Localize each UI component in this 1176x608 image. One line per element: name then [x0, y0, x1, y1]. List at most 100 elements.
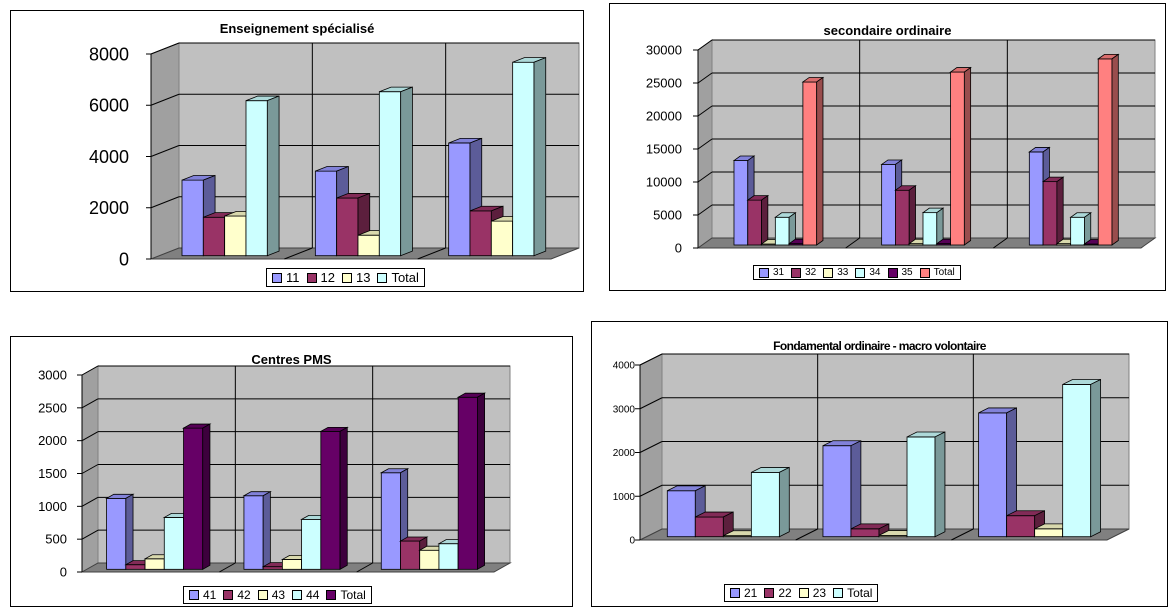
y-tick-label: 2000: [38, 433, 67, 448]
chart-title: Enseignement spécialisé: [219, 21, 375, 36]
legend-label: 33: [837, 267, 849, 278]
legend-item: 35: [887, 267, 913, 278]
legend-label: 34: [869, 267, 881, 278]
y-tick-label: 3000: [613, 404, 636, 415]
chart-legend: 11 12 13 Total: [266, 268, 425, 287]
legend-swatch: [341, 272, 352, 283]
bar: [378, 86, 413, 257]
legend-swatch: [919, 267, 930, 278]
legend-item: 12: [306, 270, 335, 285]
legend-label: 43: [271, 588, 286, 602]
legend-label: 21: [744, 586, 758, 600]
bar: [1062, 378, 1102, 538]
legend-swatch: [189, 590, 199, 600]
y-tick-label: 500: [45, 532, 67, 547]
bar: [774, 212, 797, 246]
bar: [319, 426, 349, 570]
y-tick-label: 5000: [653, 208, 682, 223]
legend-item: Total: [326, 588, 366, 602]
y-tick-label: 0: [629, 536, 635, 547]
legend-swatch: [292, 590, 303, 600]
legend-label: 41: [203, 588, 217, 602]
bar: [822, 440, 862, 538]
bar: [906, 431, 946, 538]
legend-item: Total: [833, 586, 872, 600]
y-tick-label: 30000: [646, 43, 682, 58]
bar: [894, 184, 917, 246]
legend-label: 22: [778, 586, 792, 600]
legend-swatch: [887, 267, 898, 278]
bar: [245, 95, 280, 257]
legend-item: 32: [791, 267, 816, 278]
bar: [949, 66, 972, 246]
legend-label: 13: [355, 270, 371, 285]
legend-item: 31: [759, 267, 784, 278]
legend-swatch: [759, 267, 769, 278]
legend-item: 33: [823, 267, 848, 278]
legend-item: 42: [223, 588, 251, 602]
legend-item: 41: [189, 588, 216, 602]
legend-swatch: [855, 267, 866, 278]
legend-item: Total: [919, 267, 955, 278]
legend-label: Total: [933, 267, 955, 278]
legend-swatch: [326, 590, 337, 600]
legend-swatch: [791, 267, 802, 278]
legend-item: 22: [764, 586, 792, 600]
legend-label: 32: [805, 267, 817, 278]
y-tick-label: 4000: [613, 361, 636, 372]
bar: [1069, 212, 1092, 246]
chart-plot: 0 1000 2000 3000 4000: [613, 353, 1130, 547]
y-tick-label: 6000: [89, 96, 129, 116]
y-tick-label: 25000: [646, 76, 682, 91]
legend-label: 23: [812, 586, 827, 600]
chart-panel-fondamental-ordinaire: Fondamental ordinaire - macro volontaire…: [591, 321, 1168, 607]
y-tick-label: 15000: [646, 142, 682, 157]
chart-title: secondaire ordinaire: [823, 23, 952, 38]
bar: [801, 76, 825, 246]
y-tick-label: 4000: [89, 147, 129, 167]
bar: [456, 392, 487, 570]
legend-label: Total: [847, 586, 873, 600]
chart-plot: 0 2000 4000 6000 8000: [89, 42, 580, 269]
legend-item: 34: [855, 267, 881, 278]
chart-panel-secondaire-ordinaire: secondaire ordinaire 0 5000 10000 15000 2000…: [609, 3, 1166, 291]
legend-swatch: [823, 267, 834, 278]
bar: [242, 491, 272, 570]
bar: [694, 511, 734, 538]
bar: [746, 194, 770, 246]
y-tick-label: 2000: [613, 448, 636, 459]
legend-item: 11: [272, 270, 300, 285]
y-tick-label: 0: [60, 565, 67, 580]
y-tick-label: 1500: [38, 466, 67, 481]
legend-swatch: [798, 588, 809, 598]
legend-swatch: [730, 588, 740, 598]
legend-label: 12: [320, 270, 335, 285]
legend-swatch: [257, 590, 268, 600]
legend-label: 35: [901, 267, 913, 278]
legend-label: Total: [391, 270, 419, 285]
chart-title: Centres PMS: [251, 352, 332, 367]
bar: [750, 466, 790, 538]
y-tick-label: 20000: [646, 109, 682, 124]
y-tick-label: 8000: [89, 44, 129, 64]
y-tick-label: 0: [675, 241, 682, 256]
legend-swatch: [272, 272, 282, 283]
legend-item: Total: [377, 270, 419, 285]
legend-label: 44: [306, 588, 320, 602]
bar: [978, 407, 1017, 538]
chart-plot: 0 5000 10000 15000 20000 25000 30000: [646, 39, 1157, 256]
chart-title: Fondamental ordinaire - macro volontaire: [773, 339, 986, 353]
chart-panel-centres-pms: Centres PMS 0 500 1000 1500 2000 2500 3000 41 4…: [10, 336, 573, 607]
y-tick-label: 3000: [38, 368, 67, 383]
y-tick-label: 1000: [613, 492, 636, 503]
legend-item: 21: [730, 586, 757, 600]
y-tick-label: 10000: [646, 175, 682, 190]
y-tick-label: 0: [119, 249, 129, 269]
legend-item: 43: [257, 588, 286, 602]
y-tick-label: 1000: [38, 499, 67, 514]
chart-legend: 21 22 23 Total: [724, 584, 879, 602]
y-tick-label: 2000: [89, 198, 129, 218]
bar: [921, 207, 945, 246]
bar: [512, 57, 547, 257]
legend-item: 44: [292, 588, 319, 602]
